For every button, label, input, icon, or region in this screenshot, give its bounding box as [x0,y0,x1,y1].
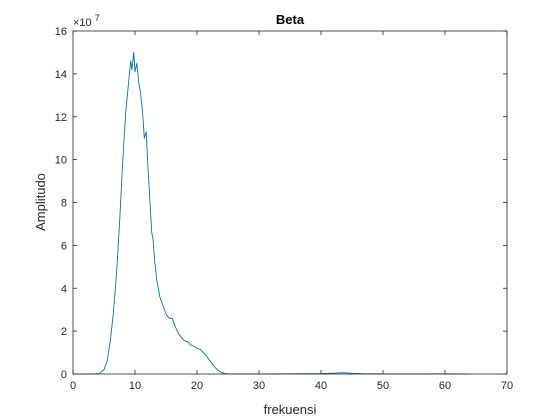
y-tick-label: 8 [61,198,67,210]
y-tick-label: 6 [61,240,67,252]
y-tick-label: 4 [61,283,67,295]
y-axis-exponent-base: ×10 [73,17,92,29]
y-axis: 0 2 4 6 8 10 12 14 16 [55,26,507,381]
y-tick-label: 2 [61,326,67,338]
x-tick-label: 70 [501,380,513,392]
y-tick-label: 10 [55,155,67,167]
x-tick-label: 10 [129,380,141,392]
x-tick-label: 30 [253,380,265,392]
y-tick-label: 12 [55,112,67,124]
x-tick-label: 60 [439,380,451,392]
chart-title: Beta [276,12,305,27]
y-tick-label: 14 [55,69,67,81]
x-axis: 0 10 20 30 40 50 60 70 [70,31,513,392]
plot-background [73,31,507,374]
y-axis-label: Amplitudo [33,173,48,231]
y-tick-label: 0 [61,369,67,381]
x-tick-label: 0 [70,380,76,392]
x-tick-label: 50 [377,380,389,392]
y-axis-exponent-power: 7 [95,13,100,23]
x-tick-label: 20 [191,380,203,392]
x-tick-label: 40 [315,380,327,392]
y-axis-exponent: ×10 7 [73,13,100,29]
y-tick-label: 16 [55,26,67,38]
x-axis-label: frekuensi [264,402,317,417]
